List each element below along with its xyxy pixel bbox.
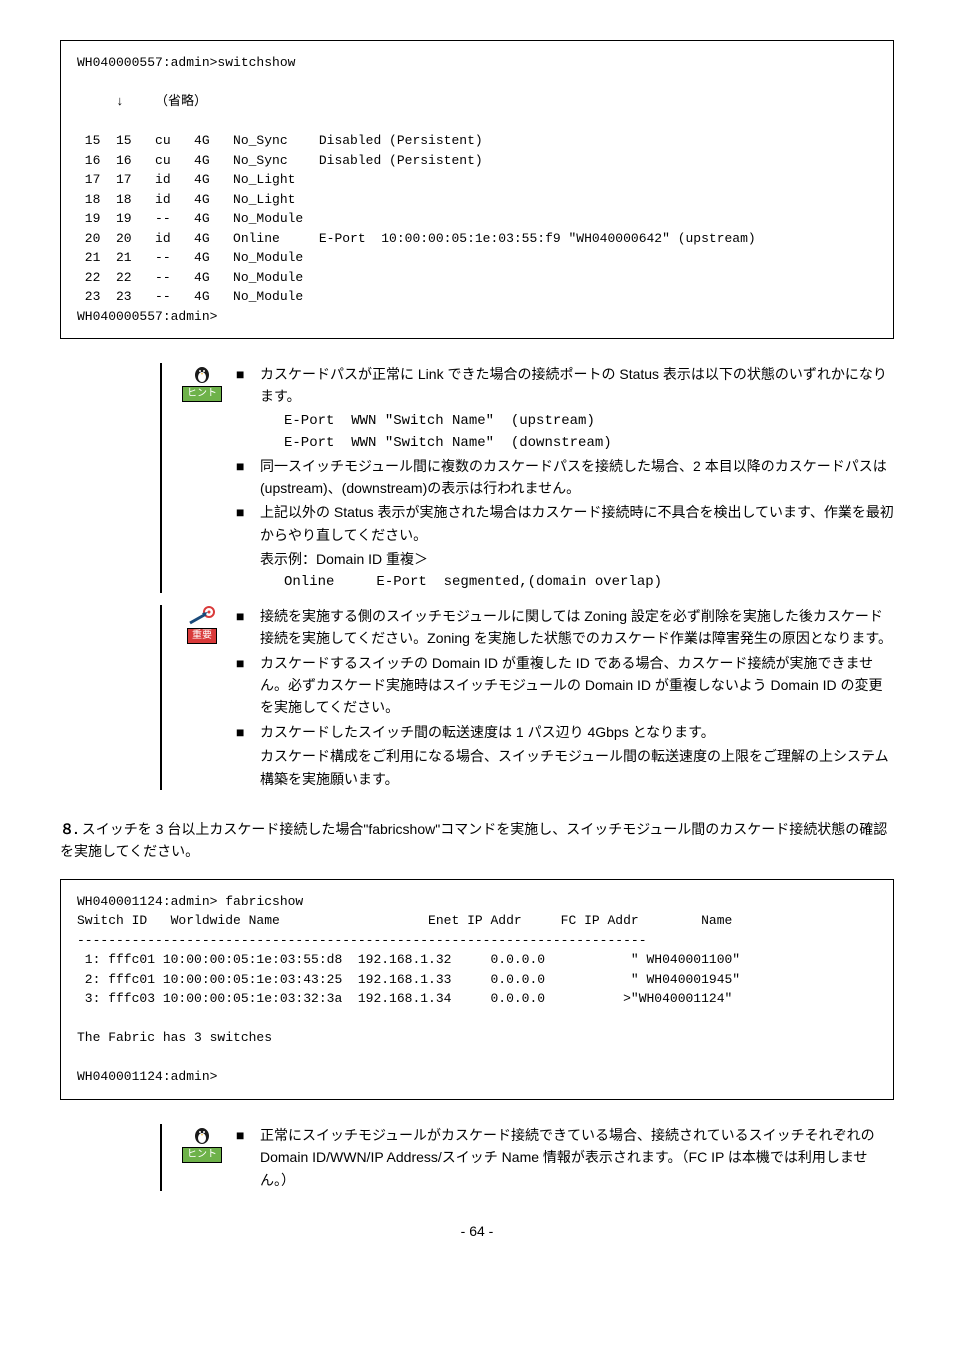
bullet-sub: E-Port WWN "Switch Name" (upstream)	[284, 410, 894, 432]
important-section-1: 重要 ■接続を実施する側のスイッチモジュールに関しては Zoning 設定を必ず…	[160, 605, 894, 790]
bullet-extra: カスケード構成をご利用になる場合、スイッチモジュール間の転送速度の上限をご理解の…	[260, 745, 894, 790]
bullet-item: ■正常にスイッチモジュールがカスケード接続できている場合、接続されているスイッチ…	[236, 1124, 894, 1191]
bullet-sub: E-Port WWN "Switch Name" (downstream)	[284, 432, 894, 454]
bullet-sub: Online E-Port segmented,(domain overlap)	[284, 571, 894, 593]
hint-label: ヒント	[182, 1147, 222, 1163]
hint-section-2: ヒント ■正常にスイッチモジュールがカスケード接続できている場合、接続されている…	[160, 1124, 894, 1191]
hint-label: ヒント	[182, 386, 222, 402]
bullet-extra: 表示例：Domain ID 重複＞	[260, 548, 894, 570]
bullet-marker: ■	[236, 652, 260, 719]
bullet-marker: ■	[236, 605, 260, 650]
bullet-marker: ■	[236, 363, 260, 408]
bullet-item: ■同一スイッチモジュール間に複数のカスケードパスを接続した場合、2 本目以降のカ…	[236, 455, 894, 500]
step-text: スイッチを 3 台以上カスケード接続した場合"fabricshow"コマンドを実…	[60, 821, 887, 859]
bullet-item: ■カスケードするスイッチの Domain ID が重複した ID である場合、カ…	[236, 652, 894, 719]
hint-content-1: ■カスケードパスが正常に Link できた場合の接続ポートの Status 表示…	[236, 363, 894, 593]
bullet-item: ■カスケードパスが正常に Link できた場合の接続ポートの Status 表示…	[236, 363, 894, 408]
bullet-text: 同一スイッチモジュール間に複数のカスケードパスを接続した場合、2 本目以降のカス…	[260, 455, 894, 500]
bullet-text: 接続を実施する側のスイッチモジュールに関しては Zoning 設定を必ず削除を実…	[260, 605, 894, 650]
important-content-1: ■接続を実施する側のスイッチモジュールに関しては Zoning 設定を必ず削除を…	[236, 605, 894, 790]
bullet-marker: ■	[236, 721, 260, 743]
hint-icon-container: ヒント	[180, 1124, 224, 1163]
arrow-target-icon	[188, 605, 216, 627]
hint-icon-container: ヒント	[180, 363, 224, 402]
terminal-output-1: WH040000557:admin>switchshow ↓ （省略） 15 1…	[60, 40, 894, 339]
important-icon-container: 重要	[180, 605, 224, 644]
vertical-bar	[160, 1124, 162, 1191]
vertical-bar	[160, 605, 162, 790]
hint-content-2: ■正常にスイッチモジュールがカスケード接続できている場合、接続されているスイッチ…	[236, 1124, 894, 1191]
terminal-output-2: WH040001124:admin> fabricshow Switch ID …	[60, 879, 894, 1100]
bullet-marker: ■	[236, 455, 260, 500]
vertical-bar	[160, 363, 162, 593]
bullet-marker: ■	[236, 501, 260, 546]
bullet-text: カスケードパスが正常に Link できた場合の接続ポートの Status 表示は…	[260, 363, 894, 408]
bullet-text: 正常にスイッチモジュールがカスケード接続できている場合、接続されているスイッチそ…	[260, 1124, 894, 1191]
bullet-item: ■上記以外の Status 表示が実施された場合はカスケード接続時に不具合を検出…	[236, 501, 894, 546]
bullet-item: ■カスケードしたスイッチ間の転送速度は 1 パス辺り 4Gbps となります。	[236, 721, 894, 743]
step-8: ８. スイッチを 3 台以上カスケード接続した場合"fabricshow"コマン…	[60, 818, 894, 863]
bullet-item: ■接続を実施する側のスイッチモジュールに関しては Zoning 設定を必ず削除を…	[236, 605, 894, 650]
bullet-text: カスケードするスイッチの Domain ID が重複した ID である場合、カス…	[260, 652, 894, 719]
step-number: ８.	[60, 821, 78, 837]
penguin-icon	[188, 363, 216, 385]
hint-section-1: ヒント ■カスケードパスが正常に Link できた場合の接続ポートの Statu…	[160, 363, 894, 593]
important-label: 重要	[187, 628, 217, 644]
bullet-text: カスケードしたスイッチ間の転送速度は 1 パス辺り 4Gbps となります。	[260, 721, 894, 743]
bullet-text: 上記以外の Status 表示が実施された場合はカスケード接続時に不具合を検出し…	[260, 501, 894, 546]
page-number: - 64 -	[60, 1223, 894, 1239]
bullet-marker: ■	[236, 1124, 260, 1191]
penguin-icon	[188, 1124, 216, 1146]
